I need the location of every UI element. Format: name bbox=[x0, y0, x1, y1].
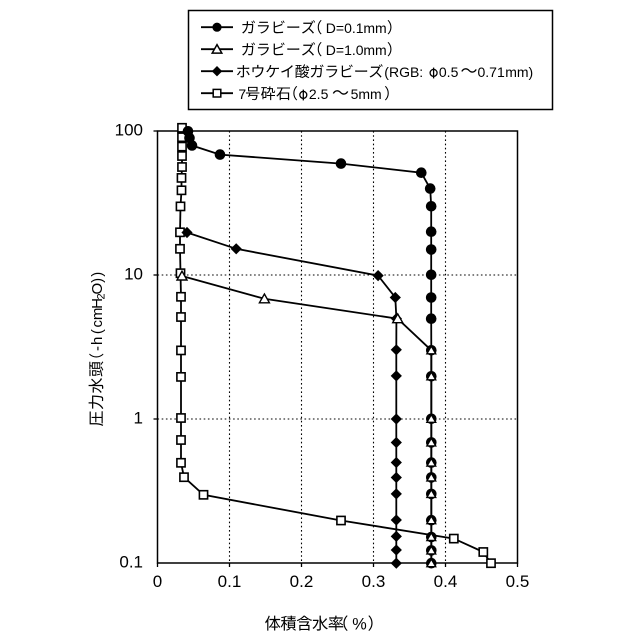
svg-text:0.4: 0.4 bbox=[434, 572, 458, 591]
svg-text:O: O bbox=[89, 283, 106, 295]
svg-text:0.3: 0.3 bbox=[362, 572, 386, 591]
svg-text:h: h bbox=[89, 337, 106, 345]
svg-text:c: c bbox=[89, 320, 106, 328]
svg-text:m: m bbox=[89, 308, 106, 321]
svg-text:7: 7 bbox=[238, 86, 246, 102]
svg-text:(: ( bbox=[89, 329, 106, 334]
svg-text:D=0.1: D=0.1 bbox=[326, 20, 364, 36]
svg-text:-: - bbox=[89, 346, 106, 351]
svg-text:0: 0 bbox=[153, 572, 162, 591]
svg-text:%: % bbox=[352, 615, 366, 633]
svg-text:2.5: 2.5 bbox=[309, 86, 329, 102]
svg-text:0.5: 0.5 bbox=[506, 572, 530, 591]
svg-text:1: 1 bbox=[134, 409, 143, 428]
svg-text:mm: mm bbox=[363, 20, 386, 36]
svg-text:0.71: 0.71 bbox=[478, 64, 505, 80]
svg-text:5mm: 5mm bbox=[351, 86, 382, 102]
svg-text:D=1.0: D=1.0 bbox=[326, 42, 364, 58]
svg-text:0.1: 0.1 bbox=[119, 553, 143, 572]
svg-text:0.1: 0.1 bbox=[218, 572, 242, 591]
svg-text:mm): mm) bbox=[505, 64, 533, 80]
svg-text:2: 2 bbox=[96, 293, 108, 299]
svg-text:H: H bbox=[89, 298, 106, 309]
svg-text:(RGB:: (RGB: bbox=[384, 64, 423, 80]
svg-text:): ) bbox=[89, 272, 106, 277]
svg-text:100: 100 bbox=[115, 121, 143, 140]
svg-text:10: 10 bbox=[124, 265, 143, 284]
svg-text:mm: mm bbox=[363, 42, 386, 58]
svg-text:): ) bbox=[89, 278, 106, 283]
svg-text:0.2: 0.2 bbox=[290, 572, 314, 591]
svg-text:0.5: 0.5 bbox=[439, 64, 459, 80]
